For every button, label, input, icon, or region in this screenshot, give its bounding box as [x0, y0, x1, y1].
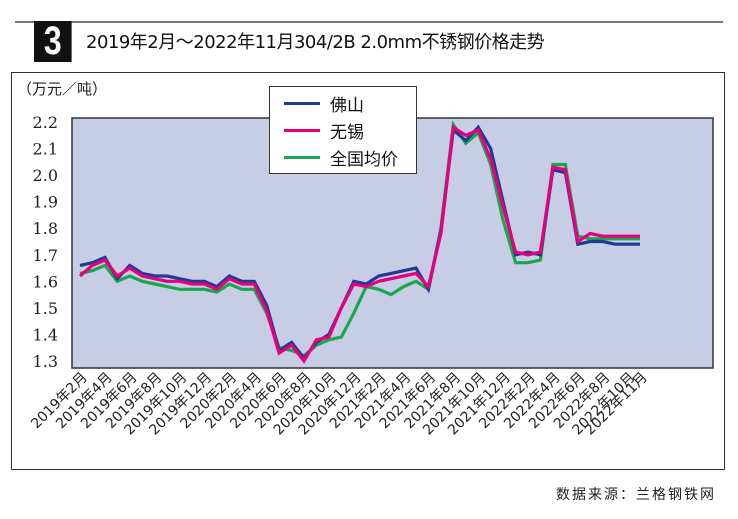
y-tick-label: 1.9 — [33, 193, 58, 212]
chart-legend: 佛山 无锡 全国均价 — [269, 86, 417, 174]
y-tick-label: 2.0 — [33, 166, 58, 185]
y-tick-label: 1.7 — [33, 246, 58, 265]
y-tick-label: 1.8 — [33, 219, 58, 238]
legend-label: 全国均价 — [330, 149, 398, 170]
y-axis-unit-label: （万元／吨） — [17, 80, 108, 98]
y-tick-label: 2.1 — [33, 140, 58, 159]
legend-swatch-foshan — [284, 101, 320, 105]
series-line-1 — [78, 124, 640, 364]
chart-title: 2019年2月～2022年11月304/2B 2.0mm不锈钢价格走势 — [86, 32, 545, 53]
legend-swatch-national — [284, 155, 320, 159]
data-source: 数据来源：兰格钢铁网 — [556, 487, 716, 503]
y-tick-label: 1.4 — [33, 325, 58, 344]
y-tick-label: 2.2 — [33, 113, 58, 132]
header-rule — [15, 21, 723, 23]
figure-number-badge: 3 — [34, 21, 72, 62]
y-tick-label: 1.5 — [33, 299, 58, 318]
legend-label: 无锡 — [330, 122, 364, 143]
y-tick-label: 1.3 — [33, 352, 58, 371]
legend-swatch-wuxi — [284, 128, 320, 132]
legend-label: 佛山 — [330, 95, 364, 116]
legend-item-foshan: 佛山 — [284, 91, 364, 116]
y-tick-label: 1.6 — [33, 272, 58, 291]
legend-item-wuxi: 无锡 — [284, 118, 364, 143]
chart-frame — [11, 72, 725, 470]
legend-item-national-average: 全国均价 — [284, 145, 398, 170]
